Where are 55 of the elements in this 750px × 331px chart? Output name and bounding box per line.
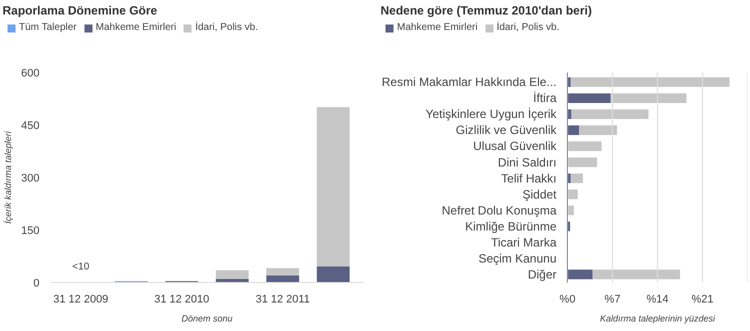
bar [568, 93, 611, 103]
x-tick-label: %7 [604, 294, 620, 306]
legend-label: Mahkeme Emirleri [397, 22, 478, 33]
legend-label: Tüm Talepler [19, 22, 77, 33]
y-tick-label: Seçim Kanunu [478, 251, 556, 266]
chart-title: Raporlama Dönemine Göre [2, 4, 158, 18]
y-tick-label: Nefret Dolu Konuşma [442, 203, 557, 218]
y-tick-label: 300 [21, 172, 40, 184]
x-tick-label: 31 12 2011 [256, 294, 310, 306]
y-tick-label: Ticari Marka [490, 235, 557, 250]
bar [568, 206, 574, 216]
bar [610, 93, 686, 103]
bar [316, 107, 350, 266]
y-tick-label: 0 [33, 278, 40, 290]
y-tick-label: 150 [21, 225, 40, 237]
y-tick-label: İftira [533, 91, 557, 106]
y-tick-label: 450 [21, 120, 40, 132]
y-tick-label: Resmi Makamlar Hakkında Ele... [382, 75, 557, 90]
bar [579, 125, 617, 136]
bar [568, 141, 602, 152]
y-tick-label: 600 [21, 68, 40, 80]
bar [266, 268, 300, 276]
x-tick-label: 31 12 2010 [154, 294, 210, 306]
bar [568, 157, 598, 168]
x-tick-label: %21 [691, 294, 714, 306]
y-tick-label: Şiddet [522, 187, 558, 202]
legend-label: Mahkeme Emirleri [96, 22, 176, 33]
y-tick-label: Yetişkinlere Uygun İçerik [426, 107, 558, 122]
bar [570, 173, 583, 184]
x-tick-label: %14 [646, 294, 669, 306]
bar [568, 270, 593, 280]
x-axis-title: Kaldırma taleplerinin yüzdesi [600, 314, 716, 324]
y-tick-label: Gizlilik ve Güvenlik [456, 123, 558, 138]
y-tick-label: Dini Saldırı [498, 155, 556, 170]
legend-label: İdari, Polis vb. [496, 22, 560, 33]
y-axis-title: İçerik kaldırma talepleri [3, 130, 14, 224]
bar [568, 109, 572, 119]
y-tick-label: Kimliğe Bürünme [465, 219, 557, 234]
bar [216, 270, 249, 279]
chart-title: Nedene göre (Temmuz 2010'dan beri) [380, 4, 592, 18]
y-tick-label: Ulusal Güvenlik [473, 139, 558, 154]
bar [592, 270, 680, 280]
bar [266, 276, 300, 282]
bar [570, 77, 730, 87]
y-tick-label: Diğer [528, 267, 557, 282]
y-tick-label: Telif Hakkı [501, 171, 557, 186]
bar [568, 125, 580, 136]
bar [316, 266, 350, 282]
bar [568, 190, 578, 200]
x-tick-label: 31 12 2009 [53, 294, 108, 306]
annotation: <10 [72, 262, 90, 272]
x-tick-label: %0 [560, 294, 576, 306]
bar [571, 109, 648, 119]
x-axis-title: Dönem sonu [181, 314, 233, 324]
legend-label: İdari, Polis vb. [195, 22, 258, 33]
